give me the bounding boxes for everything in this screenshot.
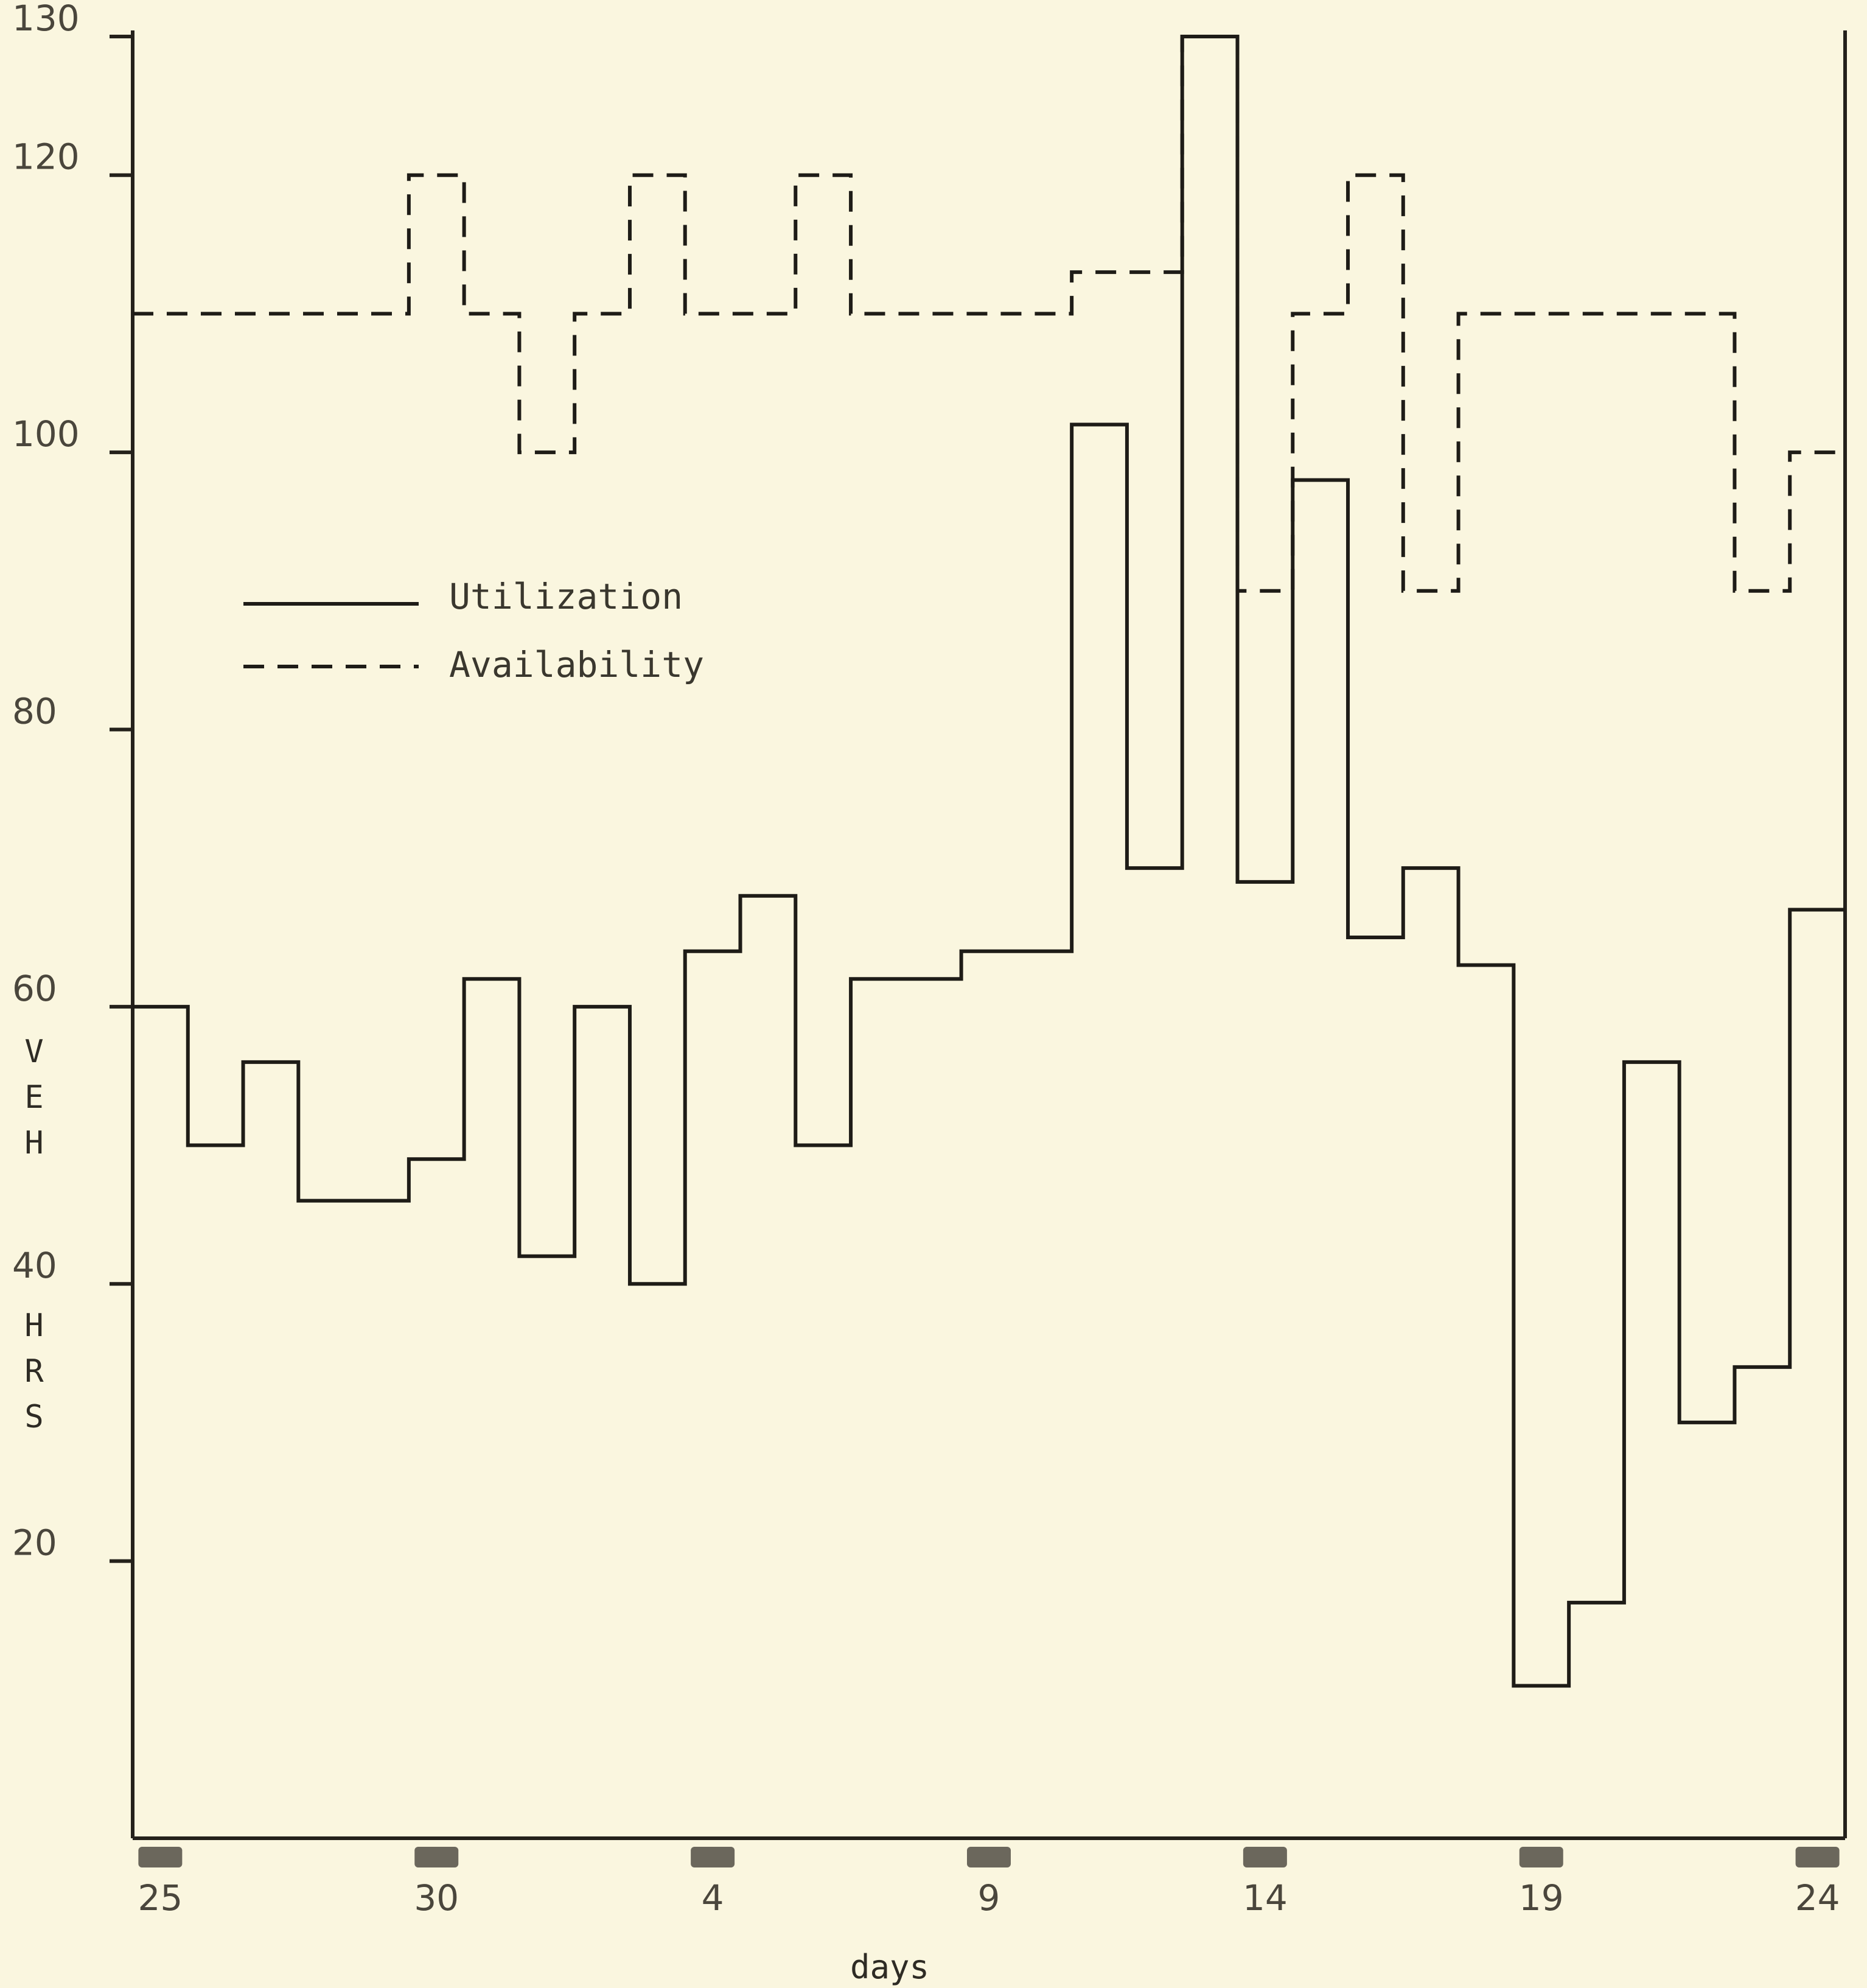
y-axis-label-char: E: [24, 1079, 43, 1116]
x-tick-label: 14: [1243, 1877, 1288, 1919]
x-tick-mark: [967, 1847, 1011, 1867]
x-tick-mark: [1243, 1847, 1287, 1867]
x-tick-label: 19: [1519, 1877, 1564, 1919]
x-tick-mark: [1519, 1847, 1563, 1867]
x-tick-mark: [414, 1847, 459, 1867]
y-tick-label: 80: [12, 690, 57, 732]
series-layer: [133, 35, 1845, 1688]
x-tick-label: 9: [978, 1877, 1000, 1919]
series-availability-line: [133, 35, 1845, 593]
legend-availability-label: Availability: [449, 644, 704, 685]
x-tick-mark: [1795, 1847, 1840, 1867]
y-axis-label-char: H: [24, 1125, 43, 1161]
x-tick-mark: [138, 1847, 183, 1867]
y-axis-label-char: V: [24, 1034, 43, 1070]
y-tick-label: 120: [12, 136, 80, 178]
y-ticks: 20 40 60 80 100 120 130: [12, 0, 133, 1564]
y-axis-label-char: R: [24, 1353, 44, 1390]
x-tick-label: 4: [702, 1877, 724, 1919]
x-tick-label: 25: [138, 1877, 183, 1919]
y-tick-label: 130: [12, 0, 80, 39]
x-tick-label: 30: [414, 1877, 459, 1919]
y-tick-label: 20: [12, 1522, 57, 1564]
x-ticks: 25 30 4 9 14 19 24: [138, 1847, 1840, 1919]
y-tick-label: 60: [12, 968, 57, 1009]
axes: [131, 30, 1847, 1840]
y-tick-label: 40: [12, 1245, 57, 1286]
series-utilization-line: [133, 35, 1845, 1688]
x-axis-label: days: [850, 1948, 929, 1986]
legend-utilization-label: Utilization: [449, 576, 683, 617]
x-tick-label: 24: [1795, 1877, 1840, 1919]
x-tick-mark: [691, 1847, 735, 1867]
legend: Utilization Availability: [243, 576, 704, 685]
y-axis-label-char: H: [24, 1307, 43, 1344]
y-axis-label-char: S: [24, 1399, 43, 1435]
y-tick-label: 100: [12, 413, 80, 455]
